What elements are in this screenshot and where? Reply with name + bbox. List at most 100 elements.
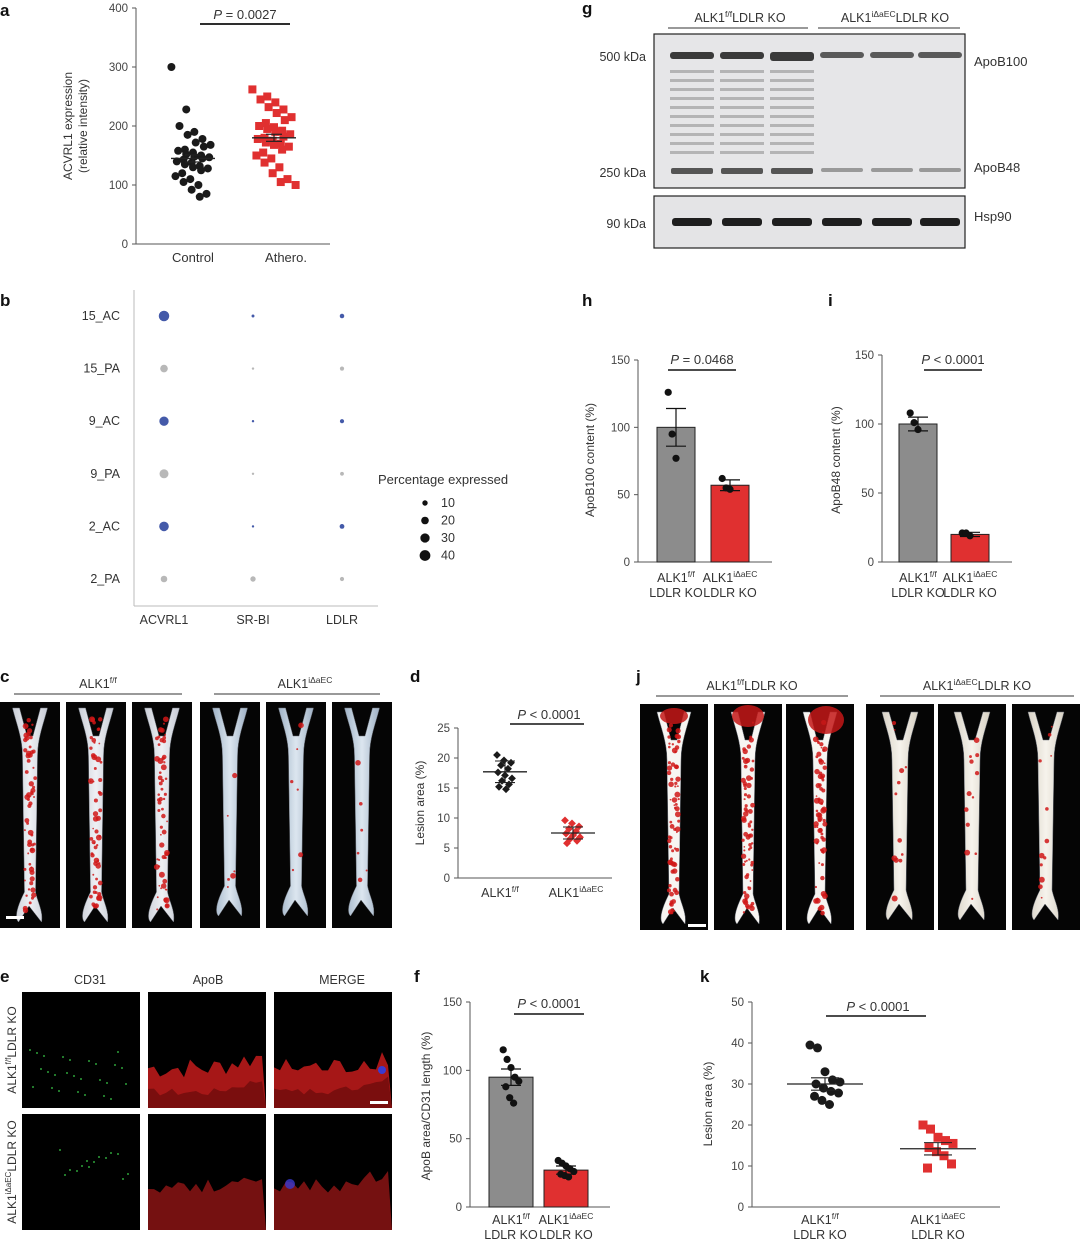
- lesion-spot: [672, 887, 678, 893]
- smear: [770, 106, 814, 109]
- band-apob48: [919, 168, 961, 172]
- x-category-label: LDLR: [326, 613, 358, 627]
- lesion-spot: [670, 910, 674, 915]
- data-point: [284, 142, 293, 151]
- lesion-spot: [95, 863, 101, 869]
- y-tick-label: 100: [611, 422, 630, 434]
- lesion-arch: [808, 706, 844, 734]
- lesion-spot: [743, 807, 748, 812]
- lesion-spot: [158, 771, 162, 775]
- smear: [720, 142, 764, 145]
- lesion-spot: [677, 797, 680, 801]
- bar: [898, 423, 938, 563]
- aorta-shape: [656, 711, 692, 925]
- data-point: [186, 175, 195, 184]
- lesion-spot: [748, 842, 752, 847]
- data-point: [672, 454, 680, 462]
- lesion-spot: [892, 721, 897, 726]
- lesion-spot: [98, 742, 101, 745]
- lesion-spot: [33, 776, 38, 780]
- lesion-spot: [96, 844, 99, 847]
- lesion-spot: [899, 768, 905, 774]
- lesion-spot: [971, 796, 975, 799]
- y-axis-label: ACVRL1 expression: [61, 72, 75, 180]
- lesion-spot: [1038, 876, 1045, 883]
- smear: [720, 70, 764, 73]
- band-hsp90: [872, 218, 912, 226]
- cd31-image: [22, 1114, 140, 1230]
- y-axis-label: ApoB48 content (%): [829, 406, 843, 513]
- lesion-spot: [744, 804, 748, 808]
- band-apob48: [771, 168, 813, 174]
- data-point: [261, 119, 270, 128]
- band-hsp90: [822, 218, 862, 226]
- cd31-signal: [86, 1160, 88, 1162]
- cd31-signal: [47, 1071, 49, 1073]
- data-point: [190, 127, 199, 136]
- lesion-spot: [29, 876, 35, 882]
- lesion-spot: [820, 863, 824, 867]
- lesion-spot: [817, 798, 824, 805]
- lesion-spot: [668, 723, 674, 728]
- lesion-spot: [975, 753, 980, 758]
- cd31-signal: [117, 1153, 119, 1155]
- dot-point: [251, 367, 255, 370]
- lesion-spot: [355, 760, 361, 766]
- lesion-spot: [747, 886, 752, 891]
- lesion-spot: [820, 746, 823, 749]
- data-point: [568, 819, 576, 828]
- y-tick-label: 40: [731, 1038, 744, 1050]
- y-category-label: 9_PA: [90, 467, 120, 481]
- data-point: [174, 146, 183, 155]
- lesion-spot: [816, 842, 819, 845]
- cd31-signal: [66, 1072, 68, 1074]
- lesion-spot: [298, 722, 304, 729]
- cd31-signal: [103, 1095, 105, 1097]
- apob-signal: [148, 1080, 266, 1108]
- cd31-signal: [43, 1055, 45, 1057]
- smear: [770, 124, 814, 127]
- x-category-label-line2: LDLR KO: [539, 1228, 593, 1242]
- chart-h: 0 50 100 150 ApoB100 content (%) P = 0.0468 AL…: [583, 352, 772, 600]
- lesion-spot: [164, 903, 170, 909]
- smear: [720, 115, 764, 118]
- legend-title: Percentage expressed: [378, 472, 508, 487]
- lesion-spot: [30, 790, 34, 794]
- scale-bar: [6, 916, 24, 919]
- lesion-spot: [748, 737, 754, 743]
- x-category-label: ALK1f/f: [481, 884, 519, 900]
- c-group1-label: ALK1f/f: [79, 675, 117, 691]
- lesion-spot: [157, 808, 161, 812]
- scale-bar: [688, 924, 706, 927]
- lesion-spot: [162, 716, 169, 723]
- panel-e-microscopy: CD31 ApoB MERGE ALK1f/fLDLR KO ALK1iΔaEC…: [4, 973, 392, 1230]
- aorta-shape: [730, 711, 766, 925]
- x-category-label: ALK1iΔaEC: [539, 1211, 594, 1227]
- dot-point: [251, 314, 255, 318]
- dot-point: [251, 419, 255, 423]
- lesion-spot: [823, 762, 826, 765]
- lesion-spot: [818, 758, 823, 763]
- data-point: [264, 103, 273, 112]
- lesion-spot: [743, 846, 746, 848]
- p-value-label: P = 0.0027: [213, 7, 276, 22]
- y-tick-label: 20: [731, 1120, 744, 1132]
- y-axis-label: Lesion area (%): [413, 761, 427, 846]
- lesion-spot: [822, 765, 828, 770]
- lesion-spot: [675, 776, 681, 782]
- lesion-spot: [29, 750, 34, 755]
- lesion-spot: [749, 880, 752, 882]
- lesion-spot: [92, 827, 94, 830]
- lesion-spot: [740, 777, 746, 783]
- cd31-signal: [106, 1082, 108, 1084]
- lesion-spot: [91, 738, 97, 743]
- x-category-label-line2: LDLR KO: [891, 586, 945, 600]
- y-tick-label: 100: [855, 419, 874, 431]
- chart-i: 0 50 100 150 ApoB48 content (%) P < 0.0001 ALK…: [829, 350, 1012, 600]
- y-category-label: 2_PA: [90, 572, 120, 586]
- y-tick-label: 10: [731, 1161, 744, 1173]
- data-point: [825, 1100, 834, 1109]
- lesion-spot: [160, 778, 165, 783]
- y-category-label: 2_AC: [89, 519, 120, 533]
- panel-label-c: c: [0, 667, 9, 686]
